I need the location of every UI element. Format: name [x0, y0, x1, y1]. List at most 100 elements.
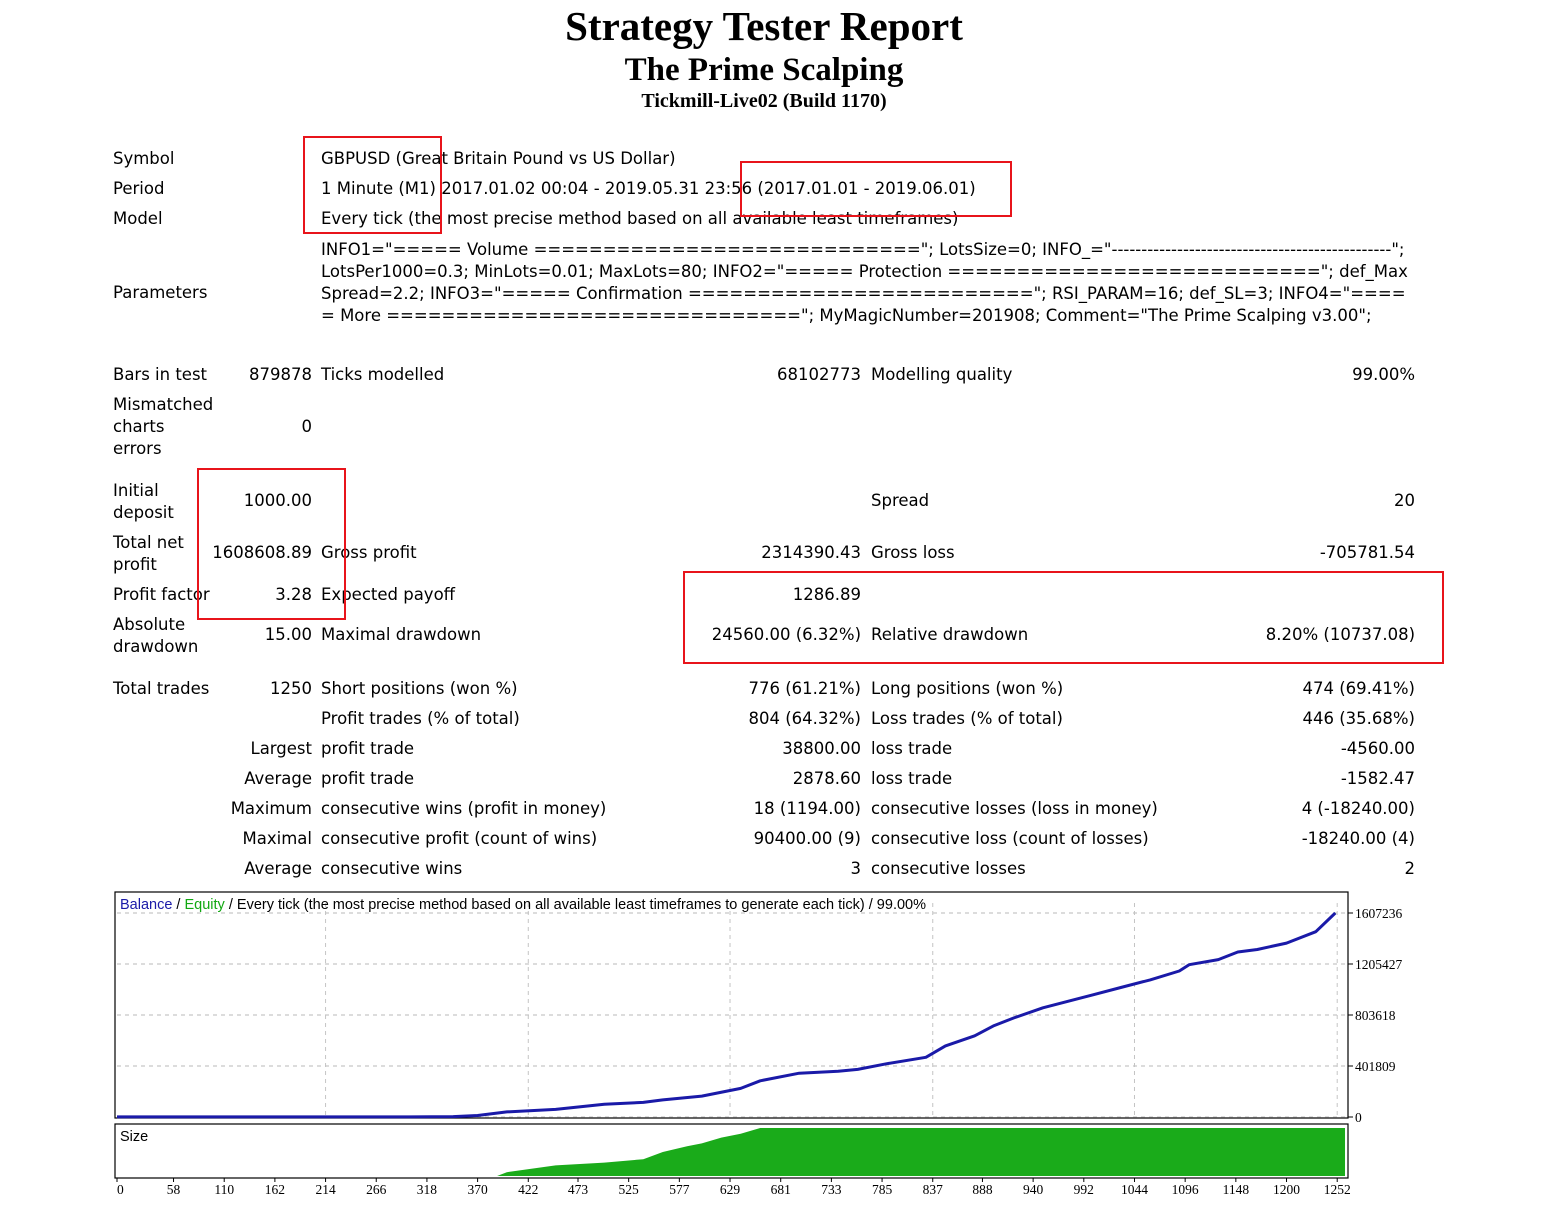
ticks-label: Ticks modelled — [321, 365, 445, 384]
y-tick-label: 803618 — [1355, 1008, 1396, 1023]
maxdd-label: Maximal drawdown — [321, 625, 482, 644]
avg-cons-losses-value: 2 — [1404, 859, 1416, 878]
x-axis-ticks: 0 58 110 162 214 266 318 370 422 473 525 577 629 681 7… — [116, 1178, 1351, 1197]
mismatch-label-3: errors — [113, 439, 162, 458]
maximal-label: Maximal — [242, 829, 312, 848]
spread-value: 20 — [1394, 491, 1415, 510]
deposit-value: 1000.00 — [243, 491, 312, 510]
ticks-value: 68102773 — [777, 365, 861, 384]
ea-name: The Prime Scalping — [624, 52, 904, 88]
loss-trades-value: 446 (35.68%) — [1302, 709, 1415, 728]
y-tick-label: 1607236 — [1355, 906, 1403, 921]
symbol-value: GBPUSD (Great Britain Pound vs US Dollar… — [321, 149, 676, 168]
y-tick-label: 1205427 — [1355, 957, 1403, 972]
netprofit-value: 1608608.89 — [212, 543, 312, 562]
quality-value: 99.00% — [1352, 365, 1415, 384]
avg-loss-label: loss trade — [871, 769, 953, 788]
parameters-label: Parameters — [113, 283, 208, 302]
model-value: Every tick (the most precise method base… — [321, 209, 959, 228]
profit-factor-label: Profit factor — [113, 585, 210, 604]
caption-equity: Equity — [185, 897, 226, 913]
x-tick-label: 1148 — [1223, 1182, 1250, 1197]
absdd-value: 15.00 — [264, 625, 312, 644]
short-positions-label: Short positions (won %) — [321, 679, 518, 698]
x-tick-label: 1096 — [1172, 1182, 1199, 1197]
x-tick-label: 162 — [265, 1182, 285, 1197]
short-positions-value: 776 (61.21%) — [748, 679, 861, 698]
x-tick-label: 577 — [669, 1182, 690, 1197]
max-cons-losses-value: 4 (-18240.00) — [1301, 799, 1415, 818]
period-label: Period — [113, 179, 165, 198]
largest-loss-label: loss trade — [871, 739, 953, 758]
x-tick-label: 733 — [821, 1182, 842, 1197]
caption-rest: / Every tick (the most precise method ba… — [225, 897, 926, 913]
grossprofit-value: 2314390.43 — [761, 543, 861, 562]
size-panel: Size — [114, 1123, 1349, 1179]
server-build: Tickmill-Live02 (Build 1170) — [641, 90, 887, 112]
largest-label: Largest — [250, 739, 313, 758]
absdd-label-2: drawdown — [113, 637, 199, 656]
expected-payoff-label: Expected payoff — [321, 585, 456, 604]
reldd-label: Relative drawdown — [871, 625, 1029, 644]
largest-profit-value: 38800.00 — [782, 739, 861, 758]
maximal-cons-profit-label: consecutive profit (count of wins) — [321, 829, 598, 848]
balance-panel-frame — [114, 891, 1349, 1119]
profit-factor-value: 3.28 — [275, 585, 312, 604]
x-tick-label: 888 — [972, 1182, 993, 1197]
deposit-label-1: Initial — [113, 481, 159, 500]
max-cons-wins-value: 18 (1194.00) — [753, 799, 861, 818]
caption-balance: Balance — [120, 897, 172, 913]
x-tick-label: 58 — [167, 1182, 181, 1197]
size-area — [117, 1128, 1345, 1176]
mismatch-label-2: charts — [113, 417, 165, 436]
avg-profit-value: 2878.60 — [792, 769, 861, 788]
reldd-value: 8.20% (10737.08) — [1265, 625, 1415, 644]
y-axis-ticks: 1607236 1205427 803618 401809 0 — [1348, 906, 1403, 1125]
maximum-label: Maximum — [230, 799, 312, 818]
max-cons-wins-label: consecutive wins (profit in money) — [321, 799, 607, 818]
grossloss-label: Gross loss — [871, 543, 955, 562]
quality-label: Modelling quality — [871, 365, 1013, 384]
x-tick-label: 473 — [568, 1182, 589, 1197]
x-tick-label: 681 — [771, 1182, 791, 1197]
balance-panel: Balance / Equity / Every tick (the most … — [114, 891, 1403, 1125]
x-tick-label: 940 — [1023, 1182, 1044, 1197]
report-title: Strategy Tester Report — [565, 3, 963, 49]
model-label: Model — [113, 209, 163, 228]
x-tick-label: 837 — [923, 1182, 944, 1197]
x-tick-label: 110 — [214, 1182, 234, 1197]
largest-loss-value: -4560.00 — [1340, 739, 1415, 758]
loss-trades-label: Loss trades (% of total) — [871, 709, 1063, 728]
y-tick-label: 0 — [1355, 1110, 1362, 1125]
netprofit-label-2: profit — [113, 555, 157, 574]
x-tick-label: 992 — [1074, 1182, 1094, 1197]
x-tick-label: 1200 — [1273, 1182, 1300, 1197]
largest-profit-label: profit trade — [321, 739, 415, 758]
size-label: Size — [120, 1129, 148, 1145]
total-trades-value: 1250 — [270, 679, 312, 698]
x-tick-label: 525 — [619, 1182, 640, 1197]
mismatch-label-1: Mismatched — [113, 395, 214, 414]
vertical-gridlines — [325, 903, 1338, 1117]
x-tick-label: 214 — [315, 1182, 336, 1197]
profit-trades-value: 804 (64.32%) — [748, 709, 861, 728]
y-tick-label: 401809 — [1355, 1059, 1396, 1074]
average2-label: Average — [244, 859, 312, 878]
chart-caption: Balance / Equity / Every tick (the most … — [120, 897, 926, 913]
x-tick-label: 1252 — [1324, 1182, 1351, 1197]
x-tick-label: 629 — [720, 1182, 741, 1197]
balance-line — [117, 911, 1337, 1119]
caption-sep: / — [172, 897, 184, 913]
maxdd-value: 24560.00 (6.32%) — [711, 625, 861, 644]
mismatch-value: 0 — [301, 417, 313, 436]
grossloss-value: -705781.54 — [1319, 543, 1415, 562]
parameters-value: INFO1="===== Volume ====================… — [321, 240, 1408, 325]
average-label: Average — [244, 769, 312, 788]
expected-payoff-value: 1286.89 — [792, 585, 861, 604]
avg-profit-label: profit trade — [321, 769, 415, 788]
spread-label: Spread — [871, 491, 930, 510]
x-tick-label: 785 — [872, 1182, 893, 1197]
profit-trades-label: Profit trades (% of total) — [321, 709, 520, 728]
deposit-label-2: deposit — [113, 503, 174, 522]
